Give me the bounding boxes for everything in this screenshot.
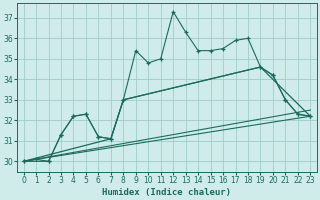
X-axis label: Humidex (Indice chaleur): Humidex (Indice chaleur) bbox=[102, 188, 231, 197]
